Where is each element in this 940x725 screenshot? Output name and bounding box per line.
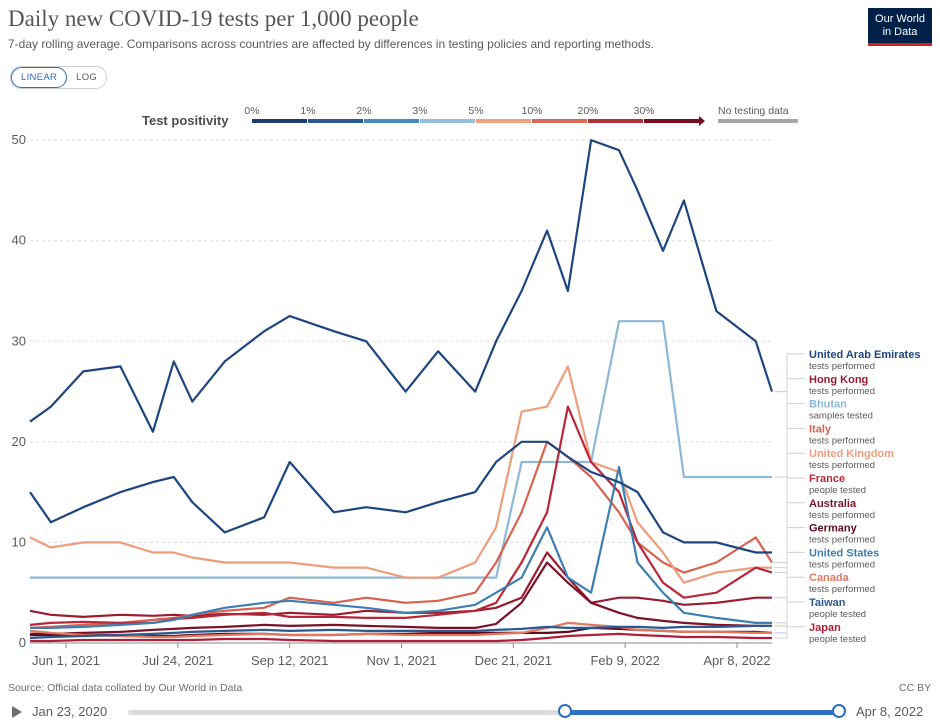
chart-subtitle: 7-day rolling average. Comparisons acros… [8, 37, 654, 51]
legend-bin-swatch [420, 119, 475, 123]
series-note: tests performed [809, 510, 875, 521]
linear-button[interactable]: LINEAR [11, 67, 68, 88]
legend-bin-label: 30% [633, 105, 654, 117]
legend-title: Test positivity [142, 113, 229, 128]
series-label-connector [774, 353, 805, 393]
series-label: United Arab Emirates [809, 349, 920, 361]
legend-bin-swatch [364, 119, 419, 123]
legend-bin-label: 10% [521, 105, 542, 117]
series-label-connector [774, 452, 805, 569]
series-label: France [809, 473, 845, 485]
series-note: tests performed [809, 435, 875, 446]
series-label: United States [809, 547, 879, 559]
y-tick-label: 50 [12, 132, 26, 147]
x-tick-label: Sep 12, 2021 [251, 653, 328, 668]
y-tick-label: 30 [12, 333, 26, 348]
series-label-connector [774, 403, 805, 478]
y-tick-label: 40 [12, 233, 26, 248]
legend-bin-swatch [252, 119, 307, 123]
series-label-connector [774, 502, 805, 627]
series-line [30, 320, 772, 579]
series-label-connector [774, 477, 805, 574]
series-label: Germany [809, 523, 858, 535]
legend-bin-swatch [588, 119, 643, 123]
series-label-connector [774, 527, 805, 634]
legend-bin-label: 2% [356, 105, 371, 117]
series-line [29, 551, 772, 619]
series-line [30, 465, 772, 630]
x-tick-label: Jun 1, 2021 [32, 653, 100, 668]
legend-bin-swatch [476, 119, 531, 123]
timeline-range [565, 710, 839, 715]
scale-toggle: LINEAR LOG [10, 66, 108, 89]
legend-bin-swatch [644, 119, 699, 123]
y-tick-label: 0 [19, 635, 26, 650]
source-note: Source: Official data collated by Our Wo… [8, 682, 243, 694]
series-note: samples tested [809, 411, 873, 422]
x-tick-label: Feb 9, 2022 [590, 653, 659, 668]
legend-bin-label: 0% [244, 105, 259, 117]
series-note: tests performed [809, 584, 875, 595]
legend-bin-label: 3% [412, 105, 427, 117]
series-line [29, 440, 772, 554]
series-line [29, 440, 773, 629]
legend-bin-label: 20% [577, 105, 598, 117]
x-tick-label: Jul 24, 2021 [142, 653, 213, 668]
chart-title: Daily new COVID-19 tests per 1,000 peopl… [8, 6, 419, 31]
timeline-start-handle[interactable] [558, 704, 572, 718]
series-note: tests performed [809, 460, 875, 471]
series-label-connector [774, 576, 805, 634]
x-tick-label: Dec 21, 2021 [475, 653, 552, 668]
legend-nodata-label: No testing data [718, 105, 789, 117]
series-label: Australia [809, 498, 857, 510]
legend-bin-label: 1% [300, 105, 315, 117]
logo-line2: in Data [882, 26, 918, 38]
series-note: people tested [809, 634, 866, 645]
series-label: United Kingdom [809, 448, 894, 460]
y-tick-label: 20 [12, 434, 26, 449]
series-line [30, 561, 772, 636]
timeline-start-label: Jan 23, 2020 [32, 704, 108, 719]
series-note: tests performed [809, 535, 875, 546]
series-line [29, 139, 774, 433]
play-icon[interactable] [12, 706, 22, 718]
legend-bin-label: 5% [468, 105, 483, 117]
series-label-connector [774, 427, 805, 563]
legend-bin-swatch [532, 119, 587, 123]
series-label: Bhutan [809, 399, 847, 411]
timeline-end-label: Apr 8, 2022 [856, 704, 924, 719]
series-label: Hong Kong [809, 374, 868, 386]
series-note: people tested [809, 485, 866, 496]
timeline: Jan 23, 2020 Apr 8, 2022 [0, 700, 940, 725]
log-button[interactable]: LOG [76, 72, 98, 83]
series-label: Taiwan [809, 597, 846, 609]
legend-nodata-swatch [718, 119, 798, 123]
series-label: Italy [809, 423, 832, 435]
series-line [29, 621, 772, 639]
series-label-connector [774, 601, 805, 627]
logo-line1: Our World [875, 13, 925, 25]
series-line [30, 632, 772, 643]
x-tick-label: Nov 1, 2021 [366, 653, 436, 668]
series-line [29, 405, 773, 626]
series-note: tests performed [809, 386, 875, 397]
series-label-connector [774, 626, 805, 639]
timeline-end-handle[interactable] [832, 704, 846, 718]
owid-logo[interactable]: Our World in Data [868, 8, 932, 46]
legend-bin-swatch [308, 119, 363, 123]
chart-svg: Test positivity 0% 1% 2% 3% 5% 10% 20% 30% No tes… [12, 105, 921, 668]
series-line [29, 365, 772, 584]
series-note: tests performed [809, 559, 875, 570]
y-tick-label: 10 [12, 534, 26, 549]
legend-arrow-icon [699, 116, 705, 126]
series-label: Japan [809, 622, 841, 634]
series-note: people tested [809, 609, 866, 620]
series-note: tests performed [809, 361, 875, 372]
series-label-connector [774, 378, 805, 599]
series-line [29, 624, 772, 640]
x-tick-label: Apr 8, 2022 [703, 653, 770, 668]
license-label[interactable]: CC BY [899, 682, 932, 694]
timeline-track[interactable] [128, 710, 840, 715]
series-label: Canada [809, 572, 850, 584]
